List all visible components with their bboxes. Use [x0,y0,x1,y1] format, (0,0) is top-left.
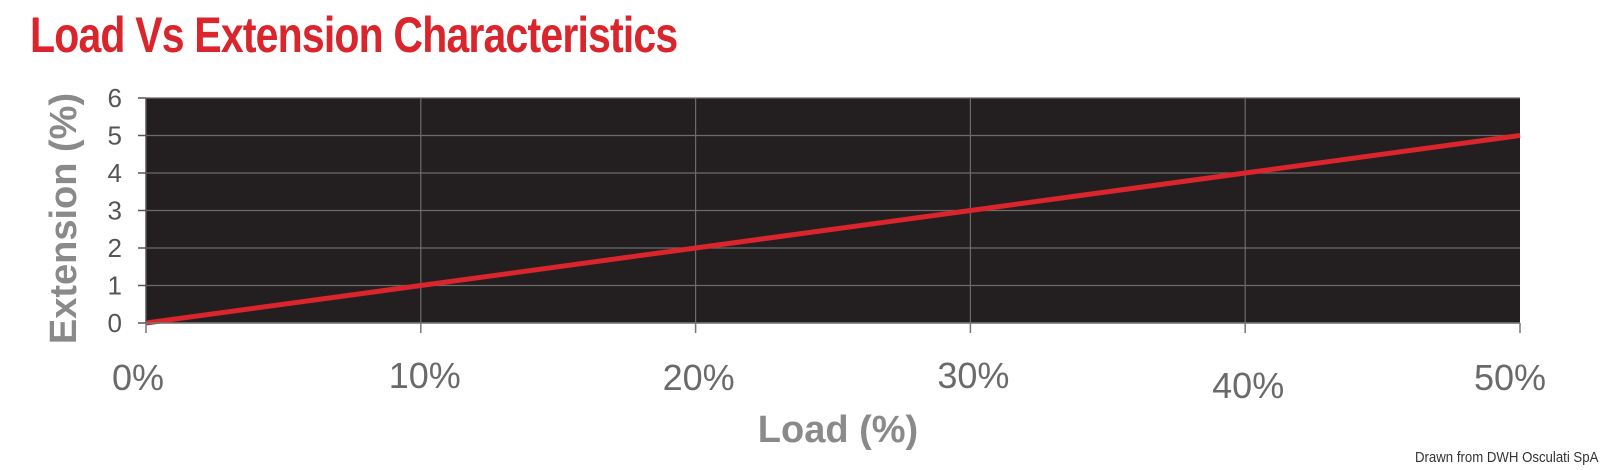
y-tick-label: 4 [108,158,122,188]
source-credit: Drawn from DWH Osculati SpA [1414,449,1598,466]
x-tick-label: 10% [389,355,461,396]
x-axis-ticks: 0% 10% 20% 30% 40% 50% [112,322,1546,406]
y-tick-label: 3 [108,196,122,226]
y-axis-ticks: 0 1 2 3 4 5 6 [108,83,147,338]
chart-title: Load Vs Extension Characteristics [30,7,678,63]
x-axis-title: Load (%) [758,409,918,451]
series-line [145,133,1521,326]
y-tick-label: 6 [108,83,122,113]
y-tick-label: 2 [108,233,122,263]
x-tick-label: 40% [1212,365,1284,406]
y-tick-label: 5 [108,121,122,151]
x-tick-label: 0% [112,357,164,398]
y-tick-label: 0 [108,308,122,338]
x-tick-label: 20% [663,357,735,398]
x-tick-label: 30% [937,355,1009,396]
series-layer [145,133,1521,326]
y-tick-label: 1 [108,271,122,301]
x-tick-label: 50% [1474,357,1546,398]
y-axis-title: Extension (%) [43,93,85,344]
